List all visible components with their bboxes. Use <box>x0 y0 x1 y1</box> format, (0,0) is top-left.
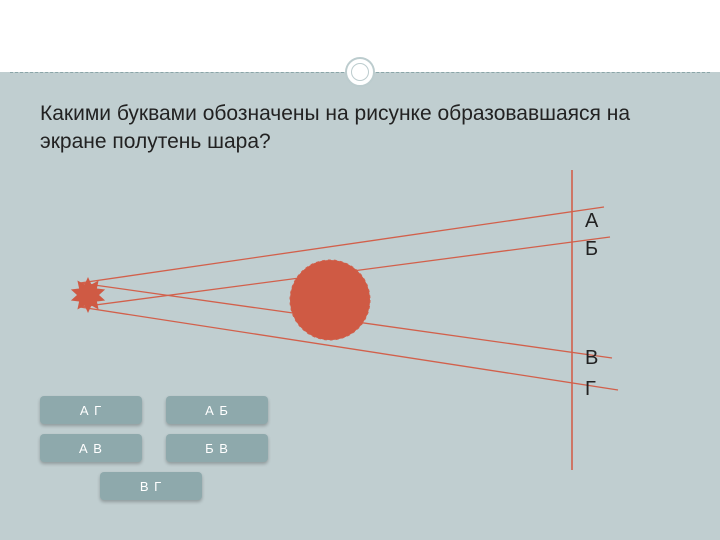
label-g: Г <box>585 378 596 401</box>
question-text: Какими буквами обозначены на рисунке обр… <box>40 100 680 157</box>
button-vg[interactable]: В Г <box>100 472 202 500</box>
label-b: Б <box>585 238 598 261</box>
label-v: В <box>585 347 598 370</box>
button-av[interactable]: А В <box>40 434 142 462</box>
button-ag[interactable]: А Г <box>40 396 142 424</box>
answer-buttons: А Г А Б А В Б В В Г <box>40 396 268 510</box>
button-bv[interactable]: Б В <box>166 434 268 462</box>
button-ab[interactable]: А Б <box>166 396 268 424</box>
label-a: А <box>585 210 598 233</box>
divider-ornament <box>345 57 375 87</box>
